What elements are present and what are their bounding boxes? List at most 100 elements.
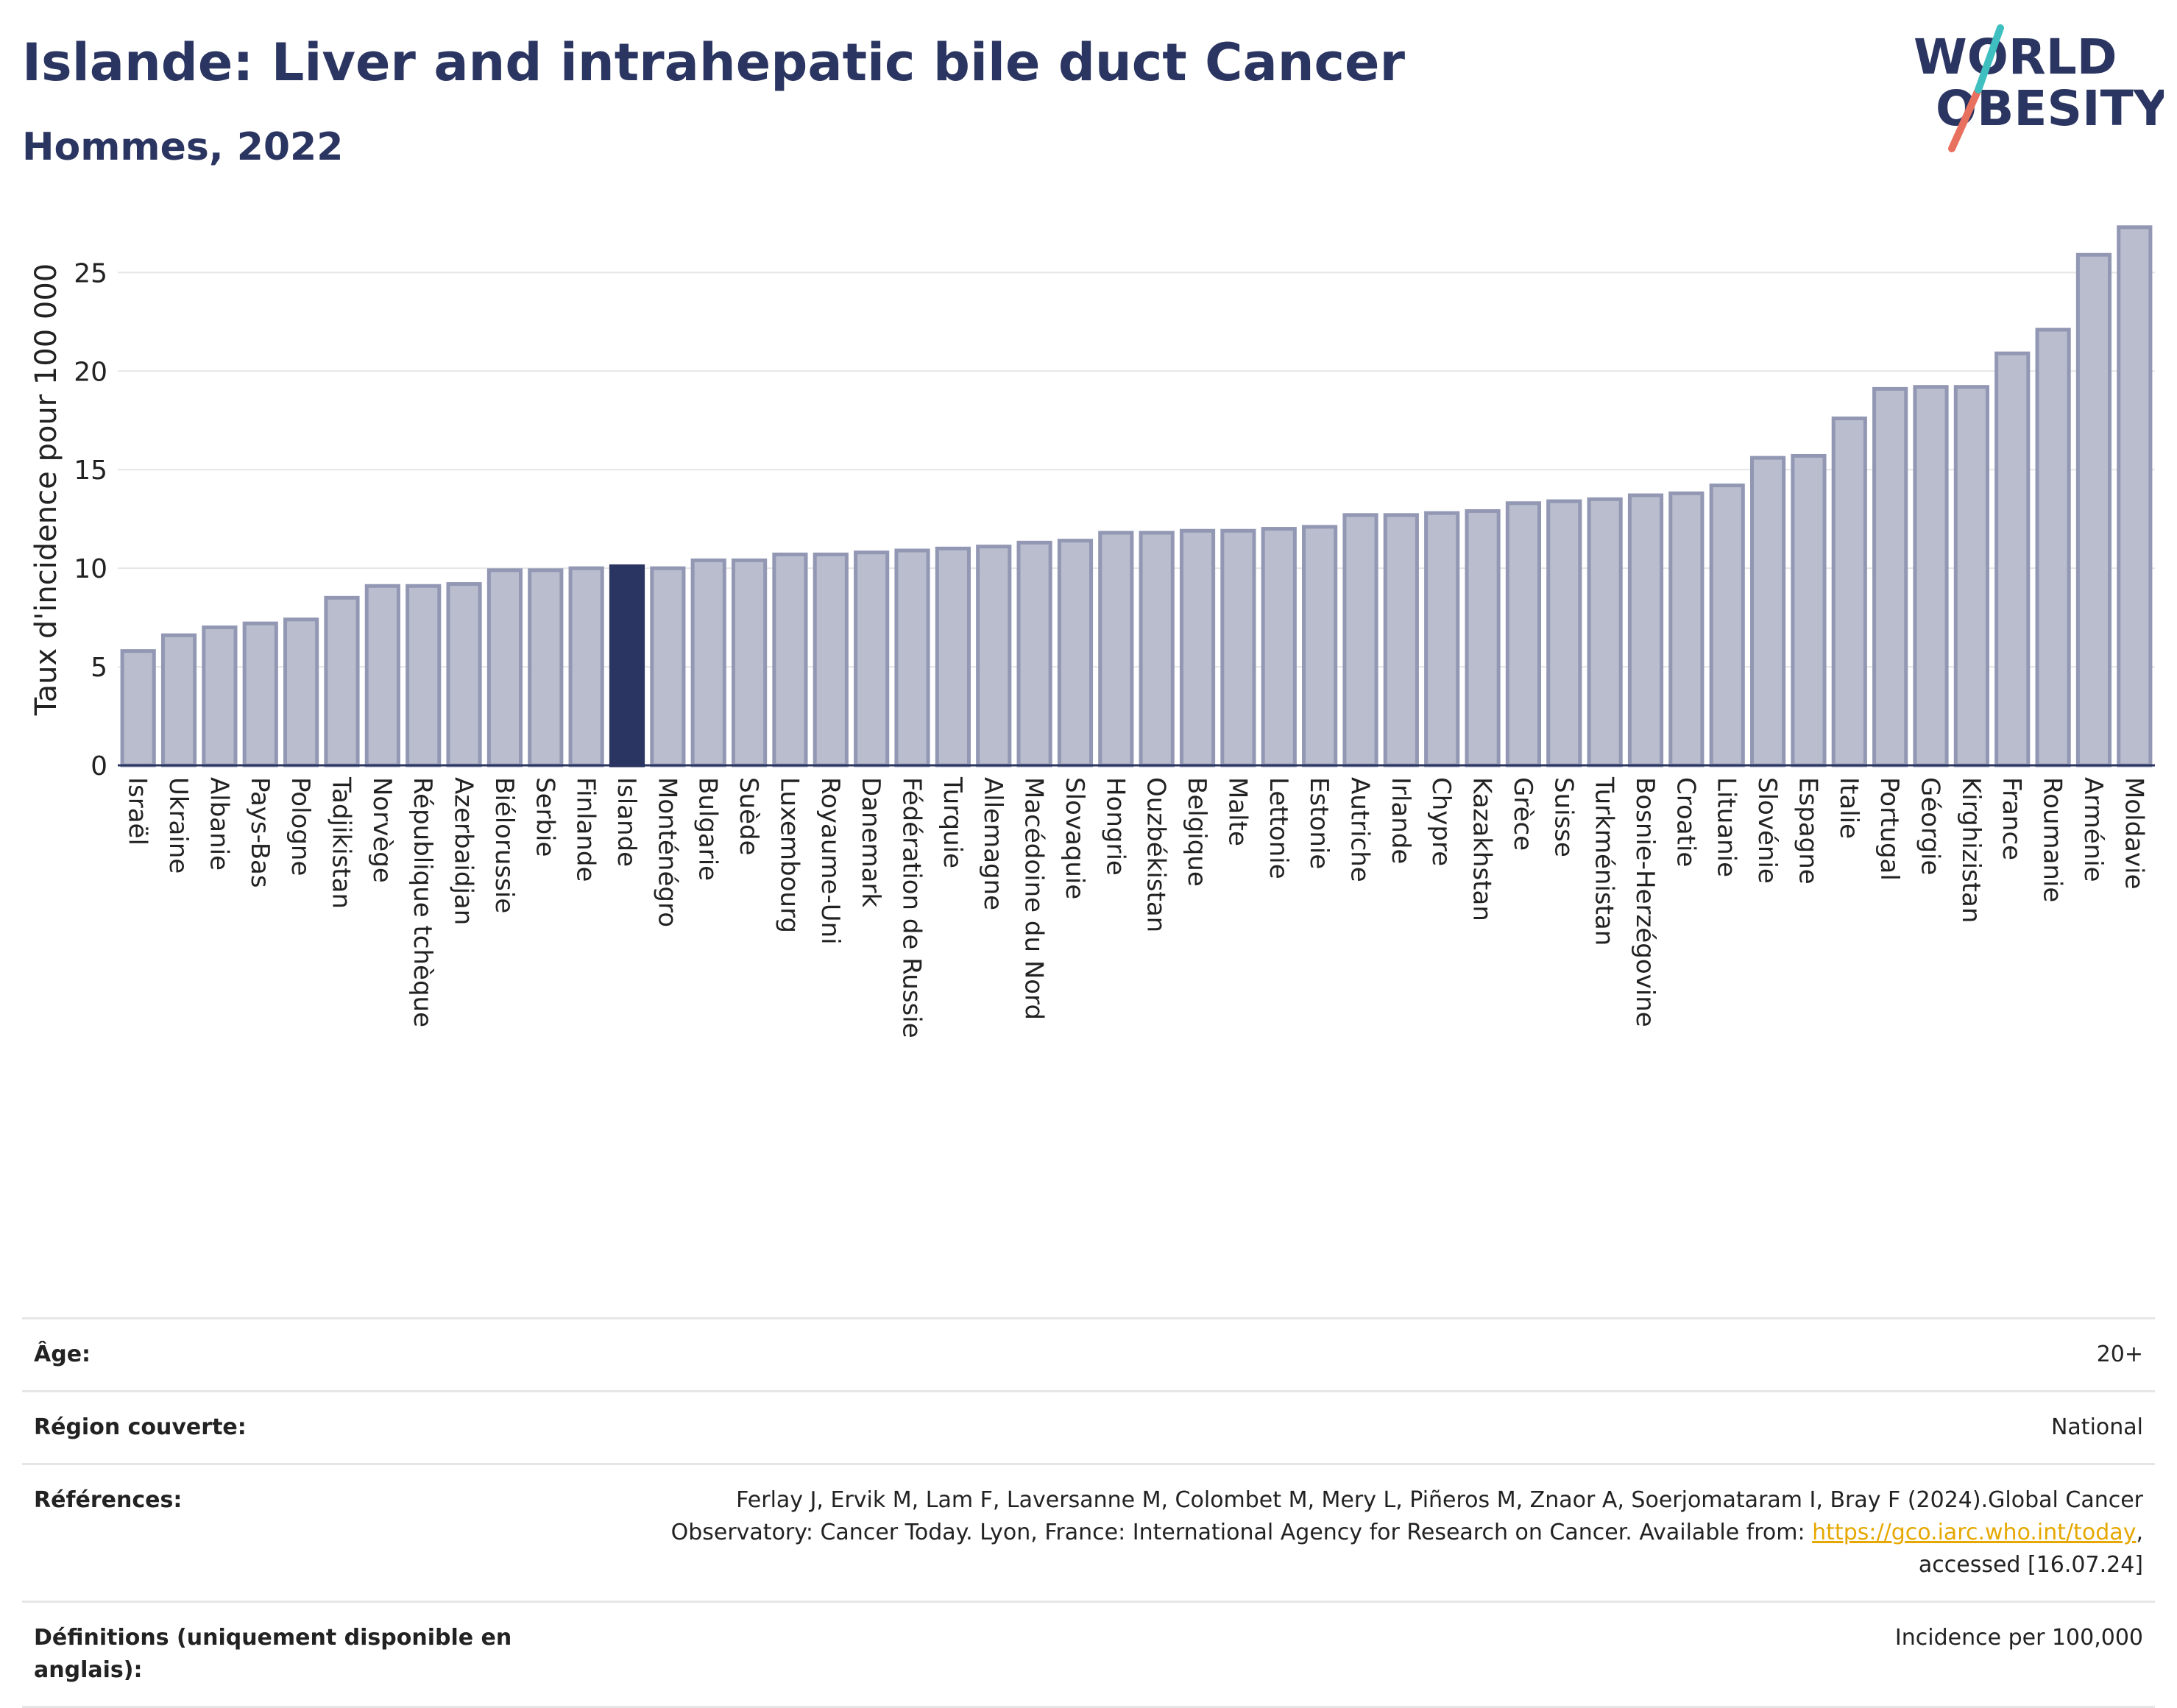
bar [1709,483,1745,768]
x-tick-label: Italie [1834,777,1863,839]
x-tick-label: Turkménistan [1590,776,1619,946]
bar [1791,453,1827,768]
info-row-region: Région couverte: National [22,1390,2155,1463]
logo-text-world: WORLD [1914,29,2117,85]
x-tick-label: Arménie [2078,777,2108,882]
bar [1994,351,2031,768]
x-tick-label: France [1997,777,2026,860]
bar [324,595,360,768]
chart-title: Islande: Liver and intrahepatic bile duc… [22,32,1406,93]
bar [935,546,971,768]
bar [1749,456,1786,768]
bar-highlighted [609,564,645,768]
bars [120,225,2153,768]
chart-subtitle: Hommes, 2022 [22,125,344,169]
references-tail: , accessed [16.07.24] [1918,1520,2143,1578]
x-tick-label: Luxembourg [774,777,804,933]
x-tick-label: Moldavie [2119,777,2148,890]
bar [772,552,808,768]
definitions-label: Définitions (uniquement disponible en an… [34,1625,512,1683]
x-tick-label: Serbie [530,777,559,857]
y-tick-label: 20 [74,357,107,387]
x-tick-label: Suisse [1548,777,1578,857]
bar [650,566,686,768]
x-tick-label: Allemagne [978,777,1008,910]
x-tick-label: Hongrie [1100,777,1130,876]
bar [202,626,238,768]
bar [894,548,930,768]
bar [731,558,768,768]
bar [486,568,523,768]
bar [1016,540,1052,768]
x-tick-label: Israël [123,777,152,846]
bar-chart: 0 5 10 15 20 25 Israël Ukraine Albanie Pays-Bas P… [29,225,2155,1038]
x-tick-label: Grèce [1508,777,1537,851]
bar [1872,386,1908,768]
x-tick-label: Kazakhstan [1468,777,1497,921]
x-tick-label: Slovénie [1752,777,1782,884]
age-value: 20+ [2096,1342,2143,1367]
x-tick-label: Belgique [1182,777,1211,887]
x-tick-label: Géorgie [1916,777,1945,875]
logo-slash-coral [1948,86,1982,152]
bar [1383,513,1419,768]
x-tick-label: Ouzbékistan [1141,777,1171,932]
y-tick-label: 15 [74,456,107,486]
info-row-references: Références: Ferlay J, Ervik M, Lam F, La… [22,1463,2155,1601]
x-tick-label: Autriche [1345,777,1374,882]
x-tick-label: Croatie [1671,777,1700,867]
x-tick-label: Lettonie [1264,777,1293,879]
bar [1220,528,1256,768]
x-tick-label: Kirghizistan [1956,777,1986,923]
bar [690,558,726,768]
bar [1831,417,1867,768]
x-tick-label: Norvège [367,777,397,883]
x-tick-label: Danemark [856,777,885,907]
definitions-value: Incidence per 100,000 [1894,1625,2143,1651]
region-label: Région couverte: [34,1414,247,1440]
x-tick-label: Islande [612,777,641,867]
x-tick-label: Bosnie-Herzégovine [1630,777,1660,1027]
references-link[interactable]: https://gco.iarc.who.int/today [1812,1520,2137,1545]
x-tick-label: République tchèque [408,777,437,1027]
region-value: National [2050,1414,2143,1440]
bar [976,545,1012,768]
x-tick-label: Lituanie [1712,777,1741,877]
bar [1627,493,1664,768]
y-tick-label: 25 [74,258,107,288]
x-tick-label: Biélorussie [489,777,519,913]
x-tick-label: Slovaquie [1060,777,1089,899]
x-tick-label: Ukraine [163,777,193,874]
info-table: Âge: 20+ Région couverte: National Référ… [22,1317,2155,1708]
y-axis-label: Taux d'incidence pour 100 000 [29,263,63,716]
info-row-definitions: Définitions (uniquement disponible en an… [22,1601,2155,1708]
bar [283,617,319,768]
bar [1465,508,1501,768]
references-text: Ferlay J, Ervik M, Lam F, Laversanne M, … [670,1487,2143,1545]
y-axis-ticks: 0 5 10 15 20 25 [74,258,107,782]
x-tick-label: Estonie [1304,777,1334,869]
x-tick-label: Pologne [286,777,315,876]
world-obesity-logo: WORLD OBESITY [1914,24,2164,152]
bar [446,582,482,768]
x-tick-label: Espagne [1793,777,1822,885]
bar [1587,497,1623,768]
bar [1668,491,1705,768]
x-tick-label: Fédération de Russie [897,777,927,1038]
bar [1424,511,1460,768]
bar [1139,531,1175,768]
bar [1302,525,1338,768]
bar [854,550,890,768]
bar [2117,225,2153,768]
bar [364,584,400,768]
bar [568,566,604,768]
bar [1098,531,1134,768]
x-tick-label: Turquie [938,776,967,868]
bar [2035,327,2071,768]
bar [1057,539,1094,768]
x-tick-label: Roumanie [2038,777,2067,902]
x-tick-label: Chypre [1426,777,1456,866]
bar [242,621,278,768]
bar [2075,252,2112,768]
x-tick-label: Tadjikistan [326,776,355,909]
